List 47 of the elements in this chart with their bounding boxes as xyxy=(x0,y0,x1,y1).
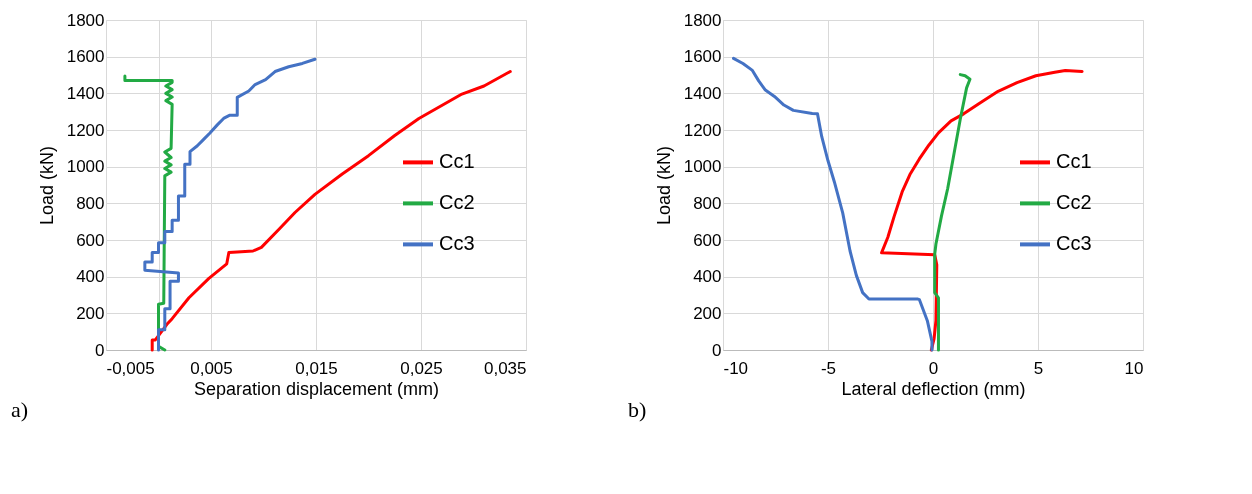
x-tick-label: 0,035 xyxy=(483,358,527,378)
y-tick-label: 400 xyxy=(76,267,105,287)
y-tick-label: 400 xyxy=(693,267,722,287)
y-axis-title: Load (kN) xyxy=(36,145,57,226)
x-tick-label: 5 xyxy=(1033,358,1044,378)
y-tick-label: 200 xyxy=(693,303,722,323)
legend-label: Cc3 xyxy=(1056,232,1092,255)
y-tick-label: 1600 xyxy=(66,47,105,67)
line-series xyxy=(933,73,972,352)
y-tick-label: 1600 xyxy=(683,47,722,67)
legend-label: Cc2 xyxy=(439,191,475,214)
x-tick-label: 0,025 xyxy=(400,358,443,378)
text: a) xyxy=(11,397,29,422)
text: b) xyxy=(628,397,647,422)
y-tick-label: 1200 xyxy=(66,120,105,140)
x-tick-label: 0,015 xyxy=(295,358,338,378)
x-axis-title: Lateral deflection (mm) xyxy=(841,378,1026,399)
y-axis-title: Load (kN) xyxy=(653,145,674,226)
x-tick-label: 0,005 xyxy=(190,358,233,378)
x-tick-label: 0 xyxy=(928,358,939,378)
y-tick-label: 0 xyxy=(712,340,722,360)
x-tick-label: -0,005 xyxy=(106,358,155,378)
y-tick-label: 1000 xyxy=(66,157,105,177)
line-series xyxy=(123,74,174,352)
y-tick-label: 600 xyxy=(693,230,722,250)
line-series xyxy=(143,57,317,352)
line-series xyxy=(150,70,512,352)
x-tick-label: -5 xyxy=(820,358,837,378)
y-tick-label: 1800 xyxy=(66,10,105,30)
x-tick-label: 10 xyxy=(1124,358,1144,378)
y-tick-label: 800 xyxy=(693,193,722,213)
y-tick-label: 0 xyxy=(95,340,105,360)
y-tick-label: 200 xyxy=(76,303,105,323)
x-axis-title: Separation displacement (mm) xyxy=(193,378,440,399)
legend-label: Cc1 xyxy=(1056,150,1092,173)
legend-label: Cc2 xyxy=(1056,191,1092,214)
x-tick-label: -10 xyxy=(723,358,749,378)
y-tick-label: 800 xyxy=(76,193,105,213)
line-series xyxy=(732,56,934,352)
legend-label: Cc1 xyxy=(439,150,475,173)
y-tick-label: 1200 xyxy=(683,120,722,140)
y-tick-label: 1400 xyxy=(683,83,722,103)
y-tick-label: 600 xyxy=(76,230,105,250)
y-tick-label: 1400 xyxy=(66,83,105,103)
y-tick-label: 1800 xyxy=(683,10,722,30)
y-tick-label: 1000 xyxy=(683,157,722,177)
legend-label: Cc3 xyxy=(439,232,475,255)
